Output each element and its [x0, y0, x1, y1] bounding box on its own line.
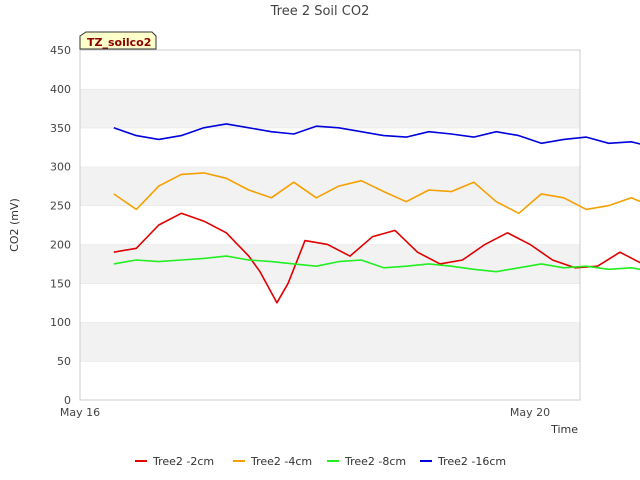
badge-label: TZ_soilco2 — [87, 36, 151, 49]
grid-band — [80, 88, 580, 128]
grid-band — [80, 127, 580, 167]
plot-area-border — [79, 49, 581, 401]
legend: Tree2 -2cm Tree2 -4cm Tree2 -8cm Tree2 -16c… — [135, 455, 506, 468]
grid-band — [80, 50, 580, 89]
y-tick-label: 250 — [50, 200, 71, 213]
y-tick-label: 50 — [57, 355, 71, 368]
y-tick-label: 350 — [50, 122, 71, 135]
series-layer — [113, 123, 640, 304]
series-line-tree2-2cm — [113, 212, 640, 304]
legend-label: Tree2 -4cm — [250, 455, 312, 468]
y-axis-ticks: 0 50 100 150 200 250 300 350 400 450 — [50, 44, 71, 407]
chart-title: Tree 2 Soil CO2 — [270, 4, 370, 19]
x-axis-title: Time — [550, 423, 578, 436]
y-tick-label: 200 — [50, 238, 71, 251]
y-tick-label: 400 — [50, 83, 71, 96]
grid-bands — [80, 49, 580, 400]
legend-label: Tree2 -16cm — [437, 455, 506, 468]
badge: TZ_soilco2 — [79, 31, 157, 50]
series-line-tree2-16cm — [113, 123, 640, 145]
grid-band — [80, 361, 580, 400]
legend-label: Tree2 -2cm — [152, 455, 214, 468]
y-tick-label: 450 — [50, 44, 71, 57]
legend-label: Tree2 -8cm — [344, 455, 406, 468]
grid-band — [80, 166, 580, 206]
series-line-tree2-4cm — [113, 172, 640, 215]
grid-band — [80, 205, 580, 245]
y-tick-label: 0 — [64, 394, 71, 407]
y-tick-label: 100 — [50, 316, 71, 329]
grid-band — [80, 283, 580, 323]
x-tick-label: May 20 — [510, 406, 550, 419]
grid-band — [80, 322, 580, 362]
x-tick-label: May 16 — [60, 406, 100, 419]
y-tick-label: 150 — [50, 277, 71, 290]
y-tick-label: 300 — [50, 161, 71, 174]
y-axis-title: CO2 (mV) — [8, 198, 21, 252]
series-line-tree2-8cm — [113, 255, 640, 273]
